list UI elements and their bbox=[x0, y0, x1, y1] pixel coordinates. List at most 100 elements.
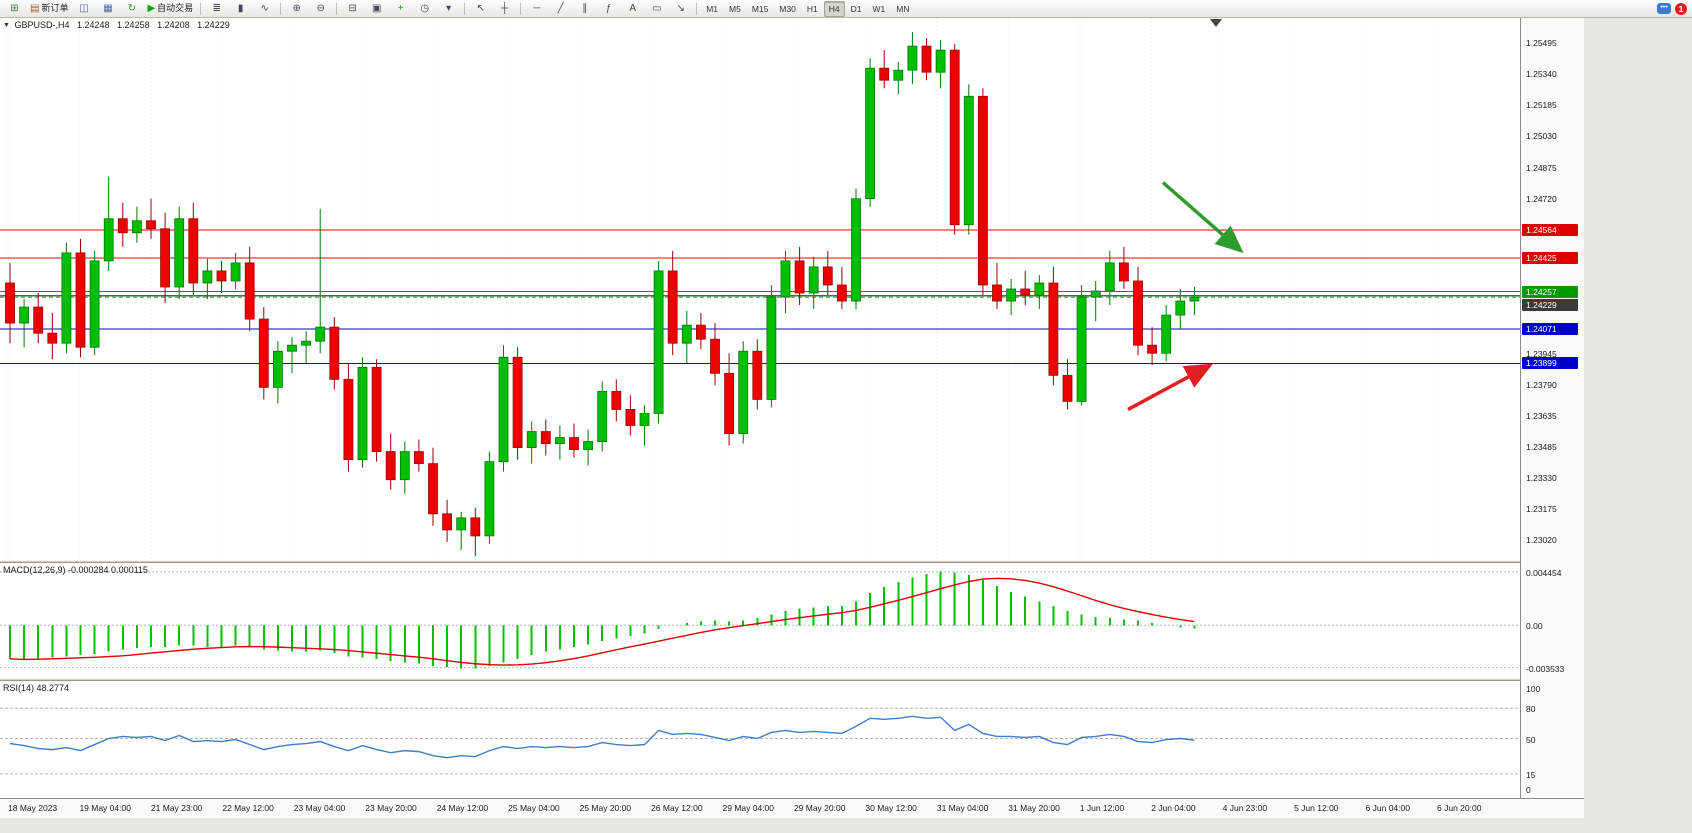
time-label: 29 May 20:00 bbox=[793, 803, 846, 813]
time-label: 25 May 04:00 bbox=[508, 803, 560, 813]
price-grid-label: 1.23635 bbox=[1526, 411, 1557, 422]
market-watch-icon: ▦ bbox=[103, 3, 113, 14]
current-price-label: 1.24229 bbox=[1522, 298, 1578, 311]
price-line-label: 1.24564 bbox=[1522, 223, 1578, 236]
timeframe-button-mn[interactable]: MN bbox=[896, 3, 910, 14]
price-grid-label: 1.23945 bbox=[1526, 349, 1557, 360]
toolbar-separator bbox=[520, 2, 522, 15]
ohlc-open: 1.24248 bbox=[76, 20, 110, 30]
rsi-panel[interactable]: RSI(14) 48.2774 bbox=[0, 681, 1520, 798]
refresh-icon: ↻ bbox=[127, 3, 137, 14]
text-tool-icon[interactable]: A bbox=[621, 0, 644, 17]
zoom-in-icon[interactable]: ⊕ bbox=[285, 0, 308, 17]
refresh-icon[interactable]: ↻ bbox=[120, 0, 143, 17]
price-line-label: 1.24257 bbox=[1522, 285, 1578, 298]
time-label: 23 May 04:00 bbox=[293, 803, 346, 813]
auto-arrange-icon[interactable]: ▣ bbox=[365, 0, 388, 17]
chat-icon[interactable]: ••• bbox=[1657, 3, 1671, 14]
price-grid-label: 1.25030 bbox=[1526, 131, 1557, 142]
templates-icon[interactable]: ▾ bbox=[437, 0, 460, 17]
fibonacci-tool-icon: ƒ bbox=[605, 3, 612, 14]
arrows-tool-icon[interactable]: ↘ bbox=[669, 0, 692, 17]
chart-shift-marker[interactable] bbox=[1210, 19, 1222, 27]
add-indicator-icon[interactable]: + bbox=[389, 0, 412, 17]
time-label: 25 May 20:00 bbox=[579, 803, 632, 813]
line-chart-type-icon: ∿ bbox=[260, 3, 269, 14]
time-label: 4 Jun 23:00 bbox=[1222, 803, 1268, 813]
timeframe-button-w1[interactable]: W1 bbox=[872, 3, 886, 14]
macd-scale-label: 0.00 bbox=[1526, 621, 1543, 632]
periods-icon[interactable]: ◷ bbox=[413, 0, 436, 17]
time-label: 26 May 12:00 bbox=[651, 803, 703, 813]
time-label: 2 Jun 04:00 bbox=[1151, 803, 1196, 813]
panel-splitter[interactable] bbox=[0, 678, 1584, 681]
main-chart-panel[interactable]: ▼ GBPUSD-,H4 1.24248 1.24258 1.24208 1.2… bbox=[0, 18, 1520, 560]
label-tool-icon[interactable]: ▭ bbox=[645, 0, 668, 17]
rsi-scale-label: 15 bbox=[1526, 769, 1536, 780]
candlestick-type-icon[interactable]: ▮ bbox=[229, 0, 252, 17]
zoom-out-icon[interactable]: ⊖ bbox=[309, 0, 332, 17]
price-grid-label: 1.25185 bbox=[1526, 100, 1557, 111]
right-gutter bbox=[1584, 18, 1692, 833]
zoom-out-icon: ⊖ bbox=[316, 3, 325, 14]
autotrading-button[interactable]: ▶ 自动交易 bbox=[144, 0, 196, 17]
bar-chart-type-icon[interactable]: ≣ bbox=[205, 0, 228, 17]
candlestick-type-icon: ▮ bbox=[237, 3, 244, 14]
green-down-arrow[interactable] bbox=[1161, 181, 1244, 254]
time-label: 30 May 12:00 bbox=[865, 803, 917, 813]
time-label: 23 May 20:00 bbox=[365, 803, 417, 813]
new-chart-icon[interactable]: ⊞ bbox=[3, 0, 26, 17]
price-line-label: 1.24425 bbox=[1522, 251, 1578, 264]
profiles-icon[interactable]: ◫ bbox=[72, 0, 95, 17]
price-line-label: 1.24071 bbox=[1522, 322, 1578, 335]
panel-splitter[interactable] bbox=[0, 560, 1584, 563]
rsi-scale-label: 0 bbox=[1526, 785, 1531, 795]
toolbar-separator bbox=[200, 2, 202, 15]
macd-chart[interactable] bbox=[0, 563, 1520, 678]
symbol-title: GBPUSD-,H4 bbox=[14, 20, 70, 30]
price-grid-label: 1.24875 bbox=[1526, 162, 1557, 173]
macd-histogram bbox=[9, 571, 1196, 669]
rsi-scale-label: 100 bbox=[1526, 684, 1541, 694]
red-up-arrow[interactable] bbox=[1127, 363, 1214, 411]
time-scale[interactable]: 18 May 2023 19 May 04:00 21 May 23:00 22 Ma… bbox=[0, 798, 1584, 818]
timeframe-button-h1[interactable]: H1 bbox=[806, 3, 818, 14]
time-label: 19 May 04:00 bbox=[79, 803, 131, 813]
support-resistance-lines[interactable] bbox=[0, 229, 1520, 365]
macd-scale-label: 0.004454 bbox=[1526, 567, 1562, 578]
timeframe-button-m15[interactable]: M15 bbox=[751, 3, 769, 14]
timeframe-button-h4[interactable]: H4 bbox=[823, 0, 845, 17]
cursor-icon: ↖ bbox=[476, 3, 485, 14]
cursor-icon[interactable]: ↖ bbox=[469, 0, 492, 17]
channel-tool-icon[interactable]: ∥ bbox=[573, 0, 596, 17]
trendline-tool-icon[interactable]: ╱ bbox=[549, 0, 572, 17]
timeframe-button-m5[interactable]: M5 bbox=[729, 3, 741, 14]
new-order-button[interactable]: ▤ 新订单 bbox=[27, 0, 71, 17]
macd-panel[interactable]: MACD(12,26,9) -0.000284 0.000115 bbox=[0, 563, 1520, 678]
ohlc-close: 1.24229 bbox=[197, 20, 230, 30]
timeframe-button-d1[interactable]: D1 bbox=[850, 3, 862, 14]
candlestick-chart[interactable] bbox=[0, 18, 1520, 560]
notification-badge[interactable]: 1 bbox=[1675, 2, 1687, 15]
collapse-triangle-icon[interactable]: ▼ bbox=[3, 22, 10, 29]
rsi-chart[interactable] bbox=[0, 681, 1520, 798]
line-chart-type-icon[interactable]: ∿ bbox=[253, 0, 276, 17]
hline-tool-icon[interactable]: ─ bbox=[525, 0, 548, 17]
autotrading-button: ▶ bbox=[147, 3, 156, 14]
new-order-button-label: 新订单 bbox=[41, 3, 69, 13]
price-grid-label: 1.24720 bbox=[1526, 193, 1557, 204]
ohlc-low: 1.24208 bbox=[157, 20, 190, 30]
time-label: 6 Jun 04:00 bbox=[1365, 803, 1410, 813]
fibonacci-tool-icon[interactable]: ƒ bbox=[597, 0, 620, 17]
crosshair-icon[interactable]: ┼ bbox=[493, 0, 516, 17]
price-scale[interactable]: 1.25495 1.25340 1.25185 1.25030 1.24875 1.247… bbox=[1520, 18, 1584, 798]
market-watch-icon[interactable]: ▦ bbox=[96, 0, 119, 17]
time-label: 22 May 12:00 bbox=[222, 803, 274, 813]
tile-windows-icon[interactable]: ⊟ bbox=[341, 0, 364, 17]
zoom-in-icon: ⊕ bbox=[292, 3, 301, 14]
timeframe-button-m30[interactable]: M30 bbox=[779, 3, 796, 14]
time-label: 31 May 04:00 bbox=[936, 803, 989, 813]
timeframe-button-m1[interactable]: M1 bbox=[706, 3, 718, 14]
label-tool-icon: ▭ bbox=[651, 3, 662, 14]
time-label: 18 May 2023 bbox=[8, 803, 58, 813]
